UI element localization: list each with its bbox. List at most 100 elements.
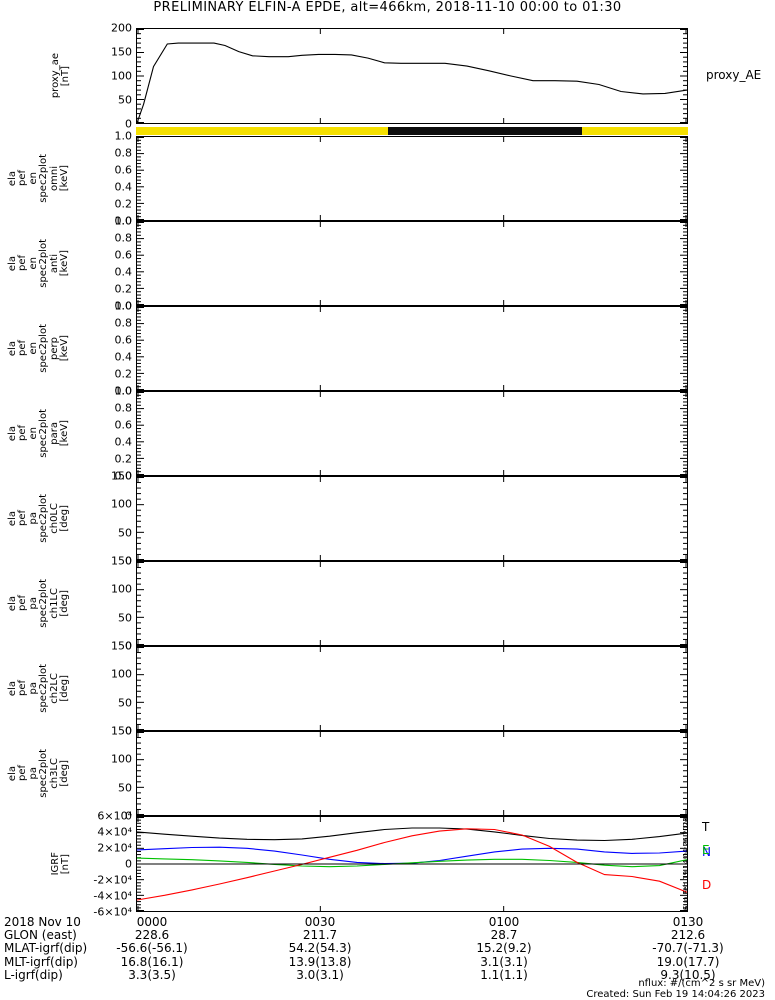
panel-ela-pef-pa-spec2plot-ch2LC <box>136 646 688 731</box>
panel-ela-pef-en-spec2plot-omni <box>136 136 688 221</box>
ytick-label: 150 <box>111 469 132 483</box>
row-value: 28.7 <box>490 928 518 943</box>
ytick-label: -4×10⁴ <box>93 889 132 903</box>
ytitle-word: spec2plot <box>38 409 49 458</box>
ytick-label: 50 <box>118 526 132 540</box>
ytick-label: 100 <box>111 667 132 681</box>
ytick-label: 1.0 <box>114 129 133 143</box>
ytitle-word: [deg] <box>59 590 70 617</box>
ytick-label: 50 <box>118 611 132 625</box>
ytick-label: 0.6 <box>114 333 133 347</box>
ytick-label: 0 <box>125 117 132 131</box>
row-value: -56.6(-56.1) <box>116 941 188 956</box>
ytitle-word: pef <box>17 680 28 697</box>
row-value: 228.6 <box>134 928 170 943</box>
ytitle-word: [keV] <box>59 165 70 192</box>
series-E <box>137 857 687 868</box>
row-label: L-igrf(dip) <box>4 967 63 982</box>
series-D <box>137 828 687 901</box>
ytick-label: 0.6 <box>114 248 133 262</box>
ytick-labels-ela-pef-pa-spec2plot-ch3LC: 150 100 50 0 <box>74 726 132 822</box>
row-value: 3.0(3.1) <box>296 967 344 982</box>
ytick-label: 0.6 <box>114 163 133 177</box>
ytitle-word: pef <box>17 255 28 272</box>
ytick-label: 1.0 <box>114 214 133 228</box>
ytitle-proxy_ae: proxy_ae [nT] <box>50 28 72 124</box>
ytick-label: 0.8 <box>114 231 133 245</box>
ytick-label: 0.8 <box>114 316 133 330</box>
vertical-timestamp: Sun Feb 19 14:04:26 2023 <box>682 817 690 910</box>
ytick-label: 0.2 <box>114 282 133 296</box>
ytick-label: 0.6 <box>114 418 133 432</box>
ytitle-word: pef <box>17 510 28 527</box>
ytitle-ela-pef-en-spec2plot-para: ela pef en spec2plot para [keV] <box>6 391 72 476</box>
ytick-label: 0.8 <box>114 146 133 160</box>
row-value: 3.1(3.1) <box>480 954 528 969</box>
ytick-label: 4×10⁴ <box>97 825 132 839</box>
ytitle-word: [deg] <box>59 505 70 532</box>
right-label-proxy_ae: proxy_AE <box>706 68 762 82</box>
row-value: 0000 <box>136 915 168 929</box>
table-row: MLT-igrf(dip) 16.8(16.1) 13.9(13.8) 3.1(3.1… <box>4 954 775 969</box>
row-value: 211.7 <box>302 928 338 943</box>
row-value: 15.2(9.2) <box>476 941 532 956</box>
ytick-label: 0.0 <box>114 214 133 228</box>
row-label: MLAT-igrf(dip) <box>4 941 88 956</box>
ytitle-word: pef <box>17 595 28 612</box>
ytick-label: -6×10⁴ <box>93 905 132 919</box>
panel-ela-pef-pa-spec2plot-ch0LC <box>136 476 688 561</box>
ytick-labels-ela-pef-en-spec2plot-para: 1.0 0.8 0.6 0.4 0.2 0.0 <box>74 386 133 482</box>
panel-proxy_ae <box>136 28 688 124</box>
ytitle-word: pef <box>17 340 28 357</box>
ytick-label: 100 <box>111 582 132 596</box>
ytick-label: 0.4 <box>114 265 133 279</box>
ytitle-word: spec2plot <box>38 324 49 373</box>
ytick-label: 0.2 <box>114 367 133 381</box>
row-label: MLT-igrf(dip) <box>4 954 78 969</box>
igrf-legend-D: D <box>702 878 712 892</box>
igrf-legend-E: E <box>702 843 710 857</box>
igrf-legend-T: T <box>702 820 710 834</box>
page-title: PRELIMINARY ELFIN-A EPDE, alt=466km, 201… <box>153 0 622 15</box>
ytick-label: 1.0 <box>114 384 133 398</box>
panel-ela-pef-en-spec2plot-anti <box>136 221 688 306</box>
ytick-label: 200 <box>111 21 132 35</box>
ytick-labels-proxy_ae: 200 150 100 50 0 <box>74 23 132 130</box>
panel-ela-pef-pa-spec2plot-ch1LC <box>136 561 688 646</box>
ytick-label: 50 <box>118 696 132 710</box>
table-row: MLAT-igrf(dip) -56.6(-56.1) 54.2(54.3) 15.2… <box>4 942 775 955</box>
ytick-label: 0 <box>125 809 132 823</box>
ytick-label: 100 <box>111 69 132 83</box>
row-value: 16.8(16.1) <box>120 954 184 969</box>
ytitle-ela-pef-pa-spec2plot-ch0LC: ela pef pa spec2plot ch0LC [deg] <box>6 476 72 561</box>
row-value: 0130 <box>672 915 704 929</box>
footer-line-2: Created: Sun Feb 19 14:04:26 2023 <box>586 989 765 1000</box>
row-value: -70.7(-71.3) <box>652 941 724 956</box>
ytick-labels-ela-pef-pa-spec2plot-ch2LC: 150 100 50 0 <box>74 641 132 737</box>
ytick-labels-ela-pef-pa-spec2plot-ch1LC: 150 100 50 0 <box>74 556 132 652</box>
ytitle-word: [deg] <box>59 675 70 702</box>
ytitle-igrf: IGRF [nT] <box>50 816 72 912</box>
row-label: GLON (east) <box>4 928 77 943</box>
ytick-label: 0.4 <box>114 350 133 364</box>
ytick-label: 0.0 <box>114 384 133 398</box>
ytick-label: 100 <box>111 497 132 511</box>
ytick-label: 0.2 <box>114 452 133 466</box>
row-label: 2018 Nov 10 <box>4 915 81 929</box>
ytitle-word: pef <box>17 425 28 442</box>
row-value: 0100 <box>488 915 520 929</box>
ytitle-ela-pef-pa-spec2plot-ch2LC: ela pef pa spec2plot ch2LC [deg] <box>6 646 72 731</box>
row-value: 1.1(1.1) <box>480 967 528 982</box>
table-row: L-igrf(dip) 3.3(3.5) 3.0(3.1) 1.1(1.1) 9.3(1… <box>4 967 775 982</box>
ytick-label: -2×10⁴ <box>93 873 132 887</box>
ytitle-word: spec2plot <box>38 749 49 798</box>
ytitle-ela-pef-en-spec2plot-anti: ela pef en spec2plot anti [keV] <box>6 221 72 306</box>
ytick-label: 0.0 <box>114 469 133 483</box>
ytick-label: 6×10⁴ <box>97 809 132 823</box>
panel-igrf <box>136 816 688 912</box>
footer-line-1: nflux: #/(cm^2 s sr MeV) <box>638 978 765 989</box>
ytitle-word: spec2plot <box>38 579 49 628</box>
ytick-label: 150 <box>111 724 132 738</box>
ytitle-word: pef <box>17 170 28 187</box>
ytick-labels-igrf: 6×10⁴ 4×10⁴ 2×10⁴ 0 -2×10⁴ -4×10⁴ -6×10⁴ <box>74 811 132 918</box>
